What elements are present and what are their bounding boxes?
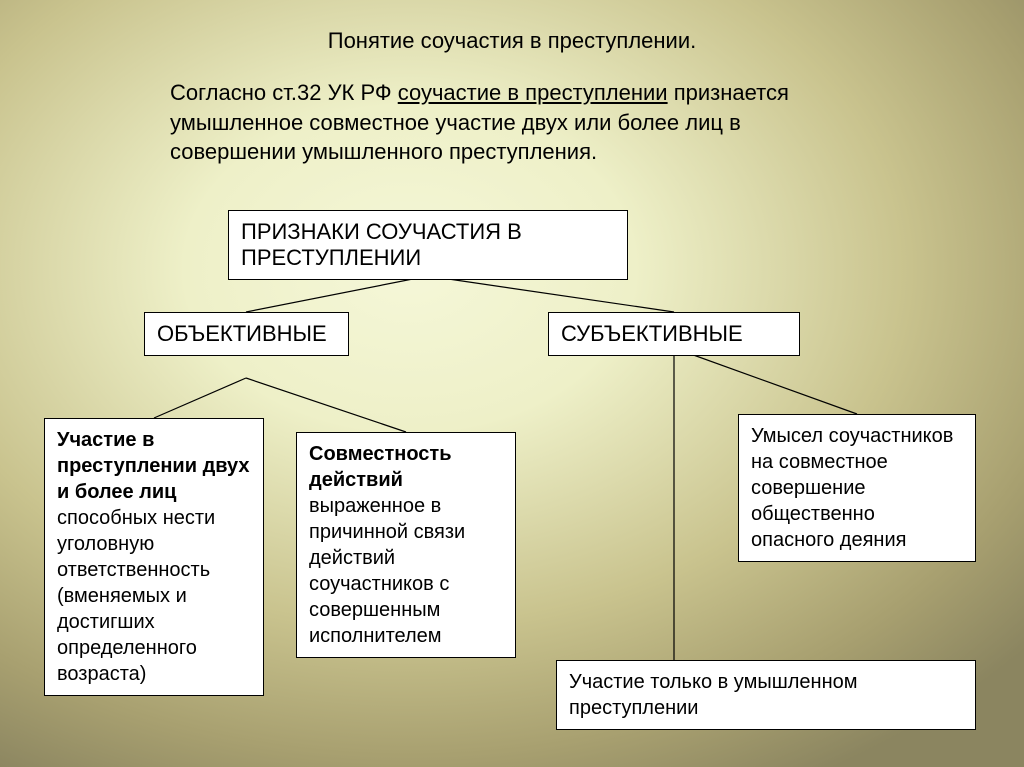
leaf-rest: выраженное в причинной связи действий со… [309, 495, 465, 647]
page-title: Понятие соучастия в преступлении. [0, 28, 1024, 54]
intro-pre: Согласно ст.32 УК РФ [170, 80, 398, 105]
branch-subjective: СУБЪЕКТИВНЫЕ [548, 312, 800, 356]
connector [246, 378, 406, 432]
diagram-content: Понятие соучастия в преступлении. Соглас… [0, 0, 1024, 767]
leaf-participation: Участие в преступлении двух и более лиц … [44, 418, 264, 696]
leaf-joint-action: Совместность действий выраженное в причи… [296, 432, 516, 658]
intro-underlined: соучастие в преступлении [398, 80, 668, 105]
leaf-bold: Совместность действий [309, 443, 452, 491]
branch-objective: ОБЪЕКТИВНЫЕ [144, 312, 349, 356]
connector [674, 348, 857, 414]
leaf-rest: способных нести уголовную ответственност… [57, 507, 215, 685]
intro-paragraph: Согласно ст.32 УК РФ соучастие в преступ… [170, 78, 870, 167]
root-node: ПРИЗНАКИ СОУЧАСТИЯ В ПРЕСТУПЛЕНИИ [228, 210, 628, 280]
leaf-intentional-crime: Участие только в умышленном преступлении [556, 660, 976, 730]
connector [246, 276, 428, 312]
leaf-bold: Участие в преступлении двух и более лиц [57, 429, 250, 503]
leaf-intent: Умысел соучастников на совместное соверш… [738, 414, 976, 562]
connector [154, 378, 246, 418]
connector [428, 276, 674, 312]
